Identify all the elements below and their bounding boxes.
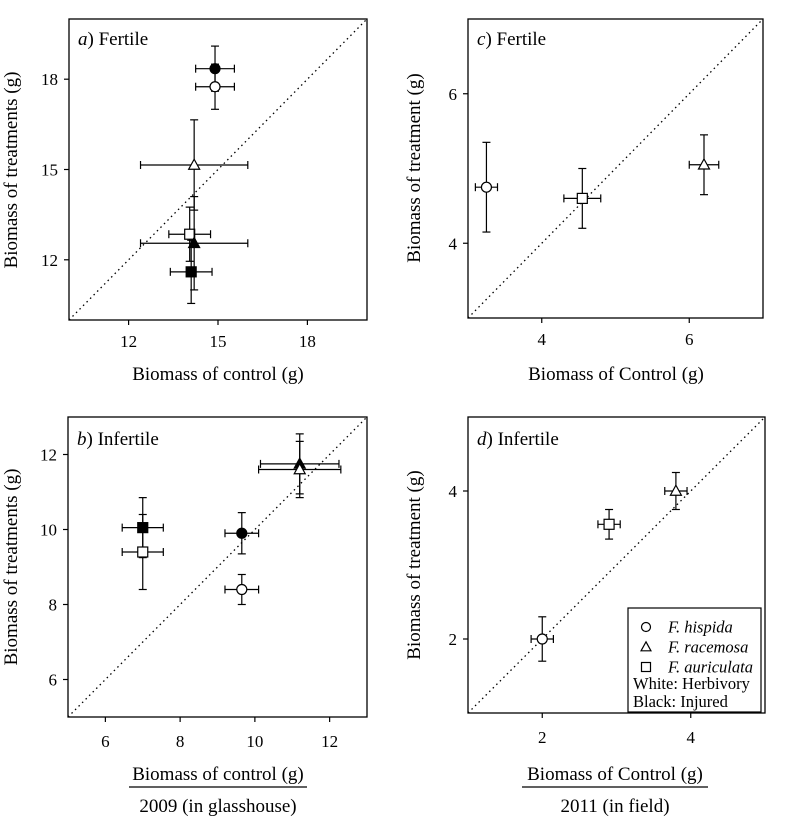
x-tick-label: 12 — [321, 732, 338, 751]
marker-f-hispida-herbivory — [209, 81, 221, 93]
panel-letter: b — [77, 429, 87, 450]
y-axis-label: Biomass of treatment (g) — [404, 470, 425, 659]
x-axis-label: Biomass of Control (g) — [528, 364, 704, 385]
panel-title: d) Infertile — [477, 429, 559, 450]
panel-letter: a — [78, 29, 88, 50]
marker-f-auriculata-herbivory — [137, 546, 149, 558]
x-tick-label: 6 — [685, 330, 694, 349]
x-axis-label: Biomass of Control (g) — [527, 764, 703, 785]
x-tick-label: 2 — [538, 728, 547, 747]
y-tick-label: 6 — [49, 671, 58, 690]
axes-box — [467, 416, 766, 714]
legend-species-label: F. auriculata — [667, 658, 753, 677]
y-tick-label: 6 — [449, 85, 458, 104]
legend-circle-icon — [640, 621, 652, 633]
axes-box — [467, 18, 764, 319]
marker-f-auriculata-herbivory — [603, 518, 615, 530]
y-axis-label: Biomass of treatments (g) — [1, 72, 22, 269]
marker-f-hispida-herbivory — [536, 633, 548, 645]
x-axis-caption: 2011 (in field) — [560, 796, 669, 817]
panel-title-text: ) Fertile — [88, 29, 149, 50]
panel-letter: c — [477, 29, 486, 50]
y-axis-label: Biomass of treatment (g) — [404, 73, 425, 262]
y-tick-label: 4 — [449, 234, 458, 253]
x-tick-label: 18 — [299, 332, 316, 351]
legend-square-icon — [640, 661, 652, 673]
identity-line — [67, 416, 368, 718]
identity-line — [68, 18, 368, 321]
x-tick-label: 10 — [246, 732, 263, 751]
marker-f-racemosa-herbivory — [697, 157, 711, 170]
panel-title: b) Infertile — [77, 429, 159, 450]
legend-species-label: F. racemosa — [667, 638, 748, 657]
y-tick-label: 12 — [41, 251, 58, 270]
legend-triangle-icon — [640, 640, 652, 652]
marker-f-hispida-herbivory — [236, 583, 248, 596]
x-tick-label: 8 — [176, 732, 185, 751]
marker-f-auriculata-injured — [185, 266, 197, 278]
legend-note: White: Herbivory — [633, 674, 751, 693]
panel-a: 12 15 18 12 15 18 a) Fertile Biomass of control… — [1, 18, 368, 385]
panel-title-text: ) Infertile — [87, 429, 159, 450]
legend-species-label: F. hispida — [667, 618, 733, 637]
panel-title-text: ) Infertile — [487, 429, 559, 450]
y-tick-label: 8 — [49, 596, 58, 615]
panel-title-text: ) Fertile — [485, 29, 546, 50]
panel-c: 4 6 4 6 c) Fertile Biomass of Control (g) Biom… — [404, 18, 764, 385]
y-tick-label: 4 — [449, 482, 458, 501]
marker-f-auriculata-herbivory — [184, 228, 196, 240]
y-tick-label: 10 — [40, 521, 57, 540]
x-axis-label: Biomass of control (g) — [132, 764, 304, 785]
panel-title: c) Fertile — [477, 29, 546, 50]
y-tick-label: 18 — [41, 70, 58, 89]
x-axis-caption: 2009 (in glasshouse) — [139, 796, 296, 817]
panel-letter: d — [477, 429, 487, 450]
panel-d: 2 4 2 4 d) Infertile Biomass of Control (g) 20… — [404, 416, 766, 817]
y-tick-label: 2 — [449, 630, 458, 649]
marker-f-racemosa-herbivory — [187, 157, 201, 170]
y-tick-label: 12 — [40, 446, 57, 465]
x-tick-label: 4 — [538, 330, 547, 349]
marker-f-hispida-injured — [236, 527, 248, 539]
marker-f-auriculata-herbivory — [576, 192, 588, 204]
panel-title: a) Fertile — [78, 29, 148, 50]
panel-b: 6 8 10 12 6 8 10 12 b) Infertile Biomass of contr… — [1, 416, 368, 817]
marker-f-racemosa-herbivory — [293, 462, 307, 475]
marker-f-hispida-herbivory — [480, 181, 493, 193]
identity-line — [467, 18, 764, 319]
y-tick-label: 15 — [41, 161, 58, 180]
x-tick-label: 12 — [120, 332, 137, 351]
x-tick-label: 6 — [101, 732, 110, 751]
legend-note: Black: Injured — [633, 692, 729, 711]
y-axis-label: Biomass of treatments (g) — [1, 469, 22, 666]
x-tick-label: 4 — [687, 728, 696, 747]
marker-f-racemosa-herbivory — [669, 484, 683, 496]
x-tick-label: 15 — [210, 332, 227, 351]
axes-box — [67, 416, 368, 718]
x-axis-label: Biomass of control (g) — [132, 364, 304, 385]
